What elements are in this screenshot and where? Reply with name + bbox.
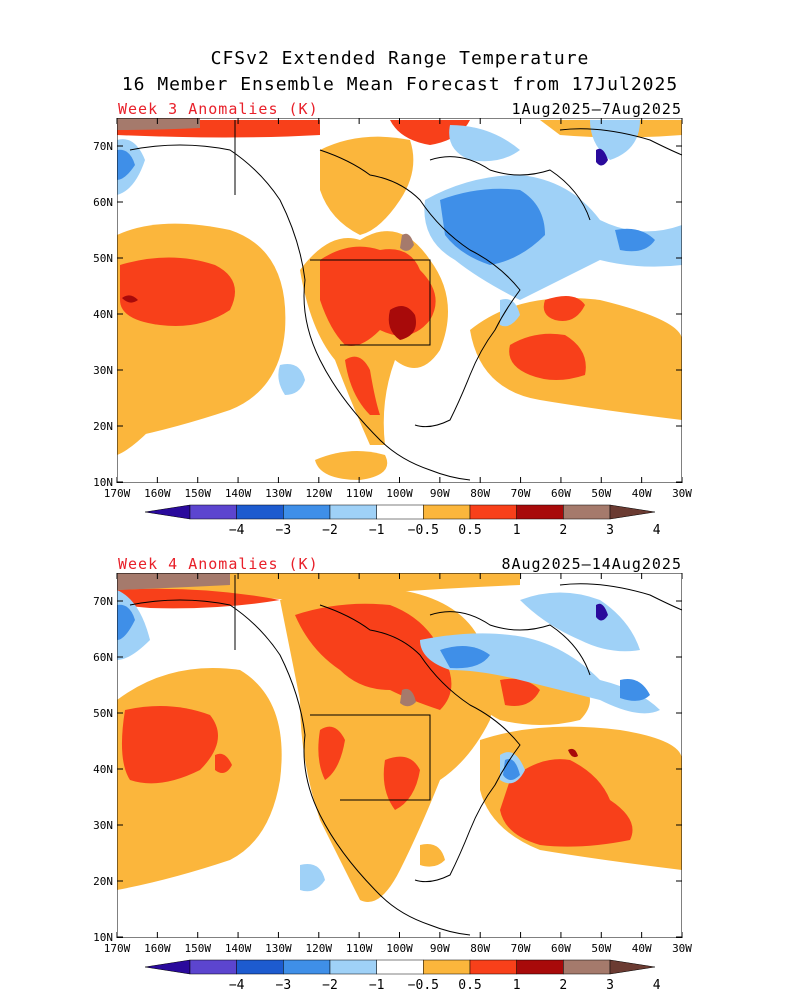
lon-label: 160W: [144, 487, 171, 500]
lat-label: 70N: [93, 595, 113, 608]
colorbar-segment: [563, 504, 611, 520]
colorbar-max-arrow: [609, 504, 656, 520]
colorbar-tick-label: 0.5: [458, 523, 481, 538]
lon-label: 80W: [470, 942, 490, 955]
lon-label: 160W: [144, 942, 171, 955]
lon-label: 30W: [672, 487, 692, 500]
colorbar-segment: [189, 959, 237, 975]
colorbar-segment: [469, 504, 517, 520]
lon-label: 120W: [306, 942, 333, 955]
lon-label: 140W: [225, 942, 252, 955]
colorbar-tick-label: −0.5: [408, 978, 439, 993]
lon-label: 70W: [511, 487, 531, 500]
colorbar-max-arrow: [609, 959, 656, 975]
lon-label: 150W: [184, 487, 211, 500]
colorbar-tick-label: 1: [513, 978, 521, 993]
colorbar-segment: [423, 504, 471, 520]
colorbar-tick-label: −3: [276, 523, 292, 538]
colorbar-min-arrow: [144, 504, 191, 520]
colorbar-segment: [283, 959, 331, 975]
colorbar-tick-label: −4: [229, 978, 245, 993]
colorbar-tick-label: −3: [276, 978, 292, 993]
lon-label: 30W: [672, 942, 692, 955]
colorbar-tick-label: −0.5: [408, 523, 439, 538]
colorbar-segment: [236, 959, 284, 975]
colorbar-segment: [563, 959, 611, 975]
lat-label: 40N: [93, 763, 113, 776]
lon-label: 120W: [306, 487, 333, 500]
lon-label: 100W: [386, 942, 413, 955]
colorbar-segment: [423, 959, 471, 975]
lon-label: 170W: [104, 487, 131, 500]
lat-label: 60N: [93, 651, 113, 664]
lat-label: 20N: [93, 420, 113, 433]
lon-label: 100W: [386, 487, 413, 500]
lat-label: 50N: [93, 707, 113, 720]
lon-label: 60W: [551, 942, 571, 955]
colorbar-tick-label: 2: [559, 978, 567, 993]
lat-label: 60N: [93, 196, 113, 209]
lat-label: 40N: [93, 308, 113, 321]
panel-1-date-range: 1Aug2025–7Aug2025: [511, 100, 682, 118]
lat-label: 10N: [93, 931, 113, 944]
colorbar-segment: [189, 504, 237, 520]
panel-2-date-range: 8Aug2025–14Aug2025: [501, 555, 682, 573]
lon-label: 90W: [430, 942, 450, 955]
colorbar-tick-label: 2: [559, 523, 567, 538]
title-line-2: 16 Member Ensemble Mean Forecast from 17…: [121, 74, 679, 95]
title-line-1: CFSv2 Extended Range Temperature: [210, 48, 590, 69]
colorbar-segment: [516, 504, 564, 520]
colorbar-tick-label: −2: [322, 978, 338, 993]
lon-label: 90W: [430, 487, 450, 500]
lon-label: 140W: [225, 487, 252, 500]
lon-label: 40W: [632, 487, 652, 500]
lat-label: 30N: [93, 819, 113, 832]
lat-label: 10N: [93, 476, 113, 489]
lon-label: 130W: [265, 487, 292, 500]
panel-2-week-label: Week 4 Anomalies (K): [118, 555, 319, 573]
lon-label: 50W: [591, 487, 611, 500]
colorbar-tick-label: −1: [369, 523, 385, 538]
colorbar-tick-label: 1: [513, 523, 521, 538]
colorbar-min-arrow: [144, 959, 191, 975]
colorbar-segment: [516, 959, 564, 975]
lon-label: 80W: [470, 487, 490, 500]
colorbar-tick-label: −2: [322, 523, 338, 538]
panel-1-week-label: Week 3 Anomalies (K): [118, 100, 319, 118]
lon-label: 150W: [184, 942, 211, 955]
lon-label: 70W: [511, 942, 531, 955]
lat-label: 20N: [93, 875, 113, 888]
lon-label: 130W: [265, 942, 292, 955]
lat-label: 70N: [93, 140, 113, 153]
colorbar-tick-label: −4: [229, 523, 245, 538]
colorbar-tick-label: 4: [653, 978, 661, 993]
lon-label: 170W: [104, 942, 131, 955]
colorbar-segment: [469, 959, 517, 975]
lon-label: 60W: [551, 487, 571, 500]
colorbar-segment: [329, 504, 377, 520]
colorbar-tick-label: 3: [606, 978, 614, 993]
lon-label: 50W: [591, 942, 611, 955]
colorbar-segment: [376, 959, 424, 975]
colorbar-tick-label: 0.5: [458, 978, 481, 993]
colorbar-tick-label: 3: [606, 523, 614, 538]
lon-label: 110W: [346, 487, 373, 500]
colorbar-tick-label: −1: [369, 978, 385, 993]
lon-label: 110W: [346, 942, 373, 955]
colorbar-segment: [376, 504, 424, 520]
colorbar-segment: [329, 959, 377, 975]
lat-label: 50N: [93, 252, 113, 265]
colorbar-segment: [236, 504, 284, 520]
lat-label: 30N: [93, 364, 113, 377]
lon-label: 40W: [632, 942, 652, 955]
colorbar-tick-label: 4: [653, 523, 661, 538]
colorbar-segment: [283, 504, 331, 520]
